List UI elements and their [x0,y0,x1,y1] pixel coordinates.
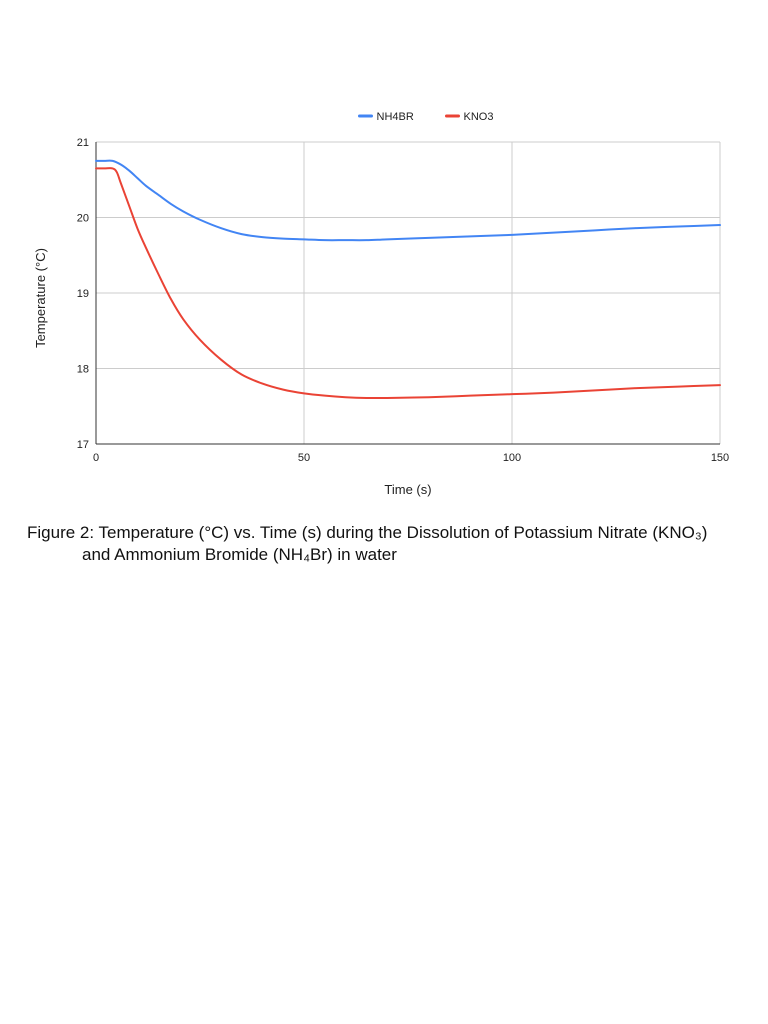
series-line-nh4br [95,159,721,242]
x-tick-label: 50 [298,452,310,464]
y-tick-label: 20 [77,213,89,225]
y-axis-label: Temperature (°C) [33,248,48,348]
y-tick-label: 21 [77,137,89,149]
y-tick-label: 18 [77,364,89,376]
legend-label-nh4br: NH4BR [377,111,414,123]
series-lines [95,159,721,400]
line-chart: 17 18 19 20 21 0 50 100 150 NH4BR KNO3 Time (s) T… [33,111,729,497]
legend-label-kno3: KNO3 [464,111,494,123]
x-tick-label: 150 [711,452,729,464]
grid [96,141,721,444]
legend: NH4BR KNO3 [358,111,494,123]
axes: 17 18 19 20 21 0 50 100 150 [77,137,729,464]
caption-line-2: and Ammonium Bromide (NH₄Br) in water [82,545,397,564]
x-tick-label: 0 [93,452,99,464]
y-tick-label: 17 [77,439,89,451]
series-line-kno3 [95,167,721,400]
y-tick-label: 19 [77,288,89,300]
x-axis-label: Time (s) [384,482,431,497]
caption-line-1: Figure 2: Temperature (°C) vs. Time (s) … [27,523,708,542]
x-tick-label: 100 [503,452,521,464]
